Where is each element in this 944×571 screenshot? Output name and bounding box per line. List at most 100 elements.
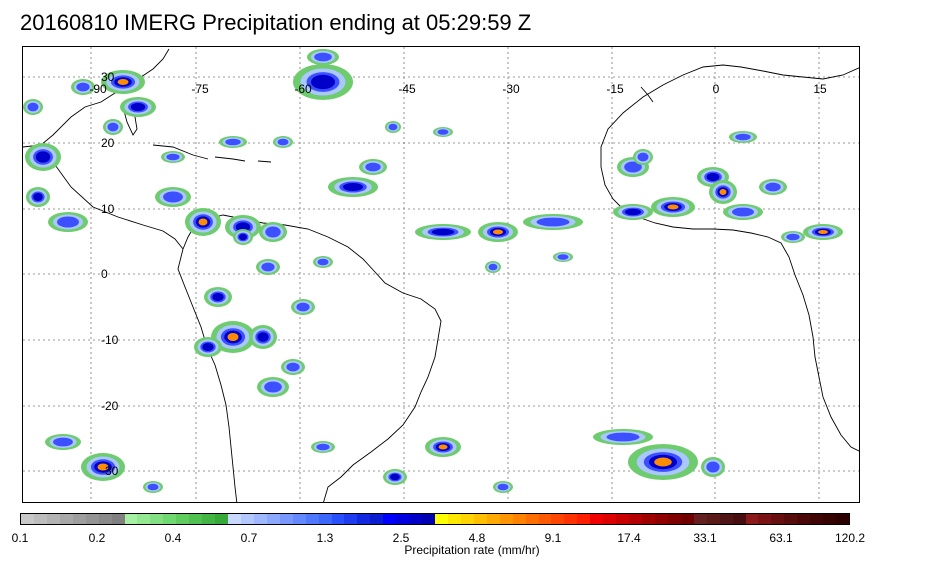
colorbar-swatch <box>305 514 319 524</box>
colorbar-swatch <box>202 514 216 524</box>
precip-cell <box>706 461 720 473</box>
precip-cell <box>117 79 129 85</box>
precip-cell <box>225 138 241 146</box>
colorbar-tick-label: 120.2 <box>834 531 866 545</box>
precip-cell <box>497 483 509 491</box>
precip-cell <box>437 129 449 135</box>
precip-cell <box>390 473 400 481</box>
precipitation-cells <box>23 49 843 493</box>
colorbar-swatch <box>538 514 552 524</box>
colorbar-swatch <box>124 514 138 524</box>
precip-cell <box>264 381 282 393</box>
colorbar-swatch <box>85 514 99 524</box>
precip-cell <box>488 263 498 271</box>
precip-cell <box>625 208 641 216</box>
colorbar-swatch <box>693 514 707 524</box>
colorbar-swatch <box>370 514 384 524</box>
colorbar-swatch <box>111 514 125 524</box>
colorbar-tick-label: 0.4 <box>164 531 182 545</box>
colorbar-swatch <box>176 514 190 524</box>
lat-label: -20 <box>101 399 119 413</box>
precip-cell <box>735 133 751 141</box>
colorbar-swatch <box>719 514 733 524</box>
colorbar-tick-label: 9.1 <box>544 531 562 545</box>
colorbar-swatch <box>706 514 720 524</box>
colorbar-swatch <box>680 514 694 524</box>
colorbar-tick-label: 4.8 <box>468 531 486 545</box>
lon-label: -45 <box>398 82 416 96</box>
colorbar-swatch <box>240 514 254 524</box>
colorbar-tick-label: 2.5 <box>392 531 410 545</box>
colorbar-swatch <box>98 514 112 524</box>
precip-cell <box>261 262 275 272</box>
colorbar-swatch <box>525 514 539 524</box>
precip-cell <box>493 229 503 235</box>
precip-cell <box>166 153 180 161</box>
colorbar-swatch <box>732 514 746 524</box>
colorbar-swatch <box>810 514 824 524</box>
colorbar-tick-label: 33.1 <box>693 531 717 545</box>
precip-cell <box>311 74 335 90</box>
graticule <box>23 47 859 502</box>
precipitation-colorbar <box>20 513 850 525</box>
precip-cell <box>438 444 448 450</box>
precip-cell <box>239 233 247 241</box>
precip-cell <box>130 103 146 111</box>
colorbar-swatch <box>771 514 785 524</box>
precip-cell <box>606 432 640 442</box>
precip-cell <box>296 302 310 312</box>
precip-cell <box>53 437 73 447</box>
lon-label: -75 <box>191 82 209 96</box>
colorbar-swatch <box>784 514 798 524</box>
lat-label: -30 <box>101 464 119 478</box>
precip-cell <box>27 102 39 112</box>
precip-cell <box>624 161 642 173</box>
precip-cell <box>35 151 51 163</box>
longitude-labels: -90 -75 -60 -45 -30 -15 0 15 <box>89 82 827 96</box>
colorbar-swatch <box>331 514 345 524</box>
colorbar-swatch <box>590 514 604 524</box>
precip-cell <box>97 463 109 471</box>
lon-label: -15 <box>606 82 624 96</box>
precip-cell <box>163 191 183 203</box>
colorbar-swatch <box>292 514 306 524</box>
precip-cell <box>343 183 363 191</box>
colorbar-swatch <box>383 514 397 524</box>
colorbar-swatch <box>758 514 772 524</box>
colorbar-swatch <box>512 514 526 524</box>
colorbar-swatch <box>357 514 371 524</box>
lon-label: -90 <box>89 82 107 96</box>
colorbar-tick-label: 1.3 <box>316 531 334 545</box>
colorbar-swatch <box>823 514 837 524</box>
lon-label: 0 <box>713 82 720 96</box>
precip-cell <box>317 258 329 266</box>
colorbar-swatch <box>21 514 34 524</box>
colorbar-swatch <box>253 514 267 524</box>
colorbar-swatch <box>422 514 435 524</box>
precip-cell <box>257 332 269 342</box>
lon-label: -30 <box>502 82 520 96</box>
precip-cell <box>719 189 727 195</box>
colorbar-swatch <box>46 514 60 524</box>
colorbar-swatch <box>409 514 423 524</box>
colorbar-swatch <box>616 514 630 524</box>
precip-cell <box>212 293 224 301</box>
colorbar-swatch <box>745 514 759 524</box>
precip-cell <box>33 193 43 201</box>
precip-cell <box>557 254 569 260</box>
colorbar-swatch <box>59 514 73 524</box>
lat-label: 30 <box>101 70 115 84</box>
colorbar-swatch <box>137 514 151 524</box>
colorbar-tick-label: 0.7 <box>240 531 258 545</box>
page-title: 20160810 IMERG Precipitation ending at 0… <box>20 10 532 35</box>
colorbar-swatch <box>836 514 849 524</box>
colorbar-swatch <box>797 514 811 524</box>
coastlines <box>23 48 859 502</box>
precip-cell <box>314 52 332 62</box>
colorbar-tick-label: 0.2 <box>88 531 106 545</box>
colorbar-swatch <box>460 514 474 524</box>
precip-cell <box>316 443 330 451</box>
precip-cell <box>706 173 720 181</box>
colorbar-swatch <box>279 514 293 524</box>
colorbar-swatch <box>667 514 681 524</box>
